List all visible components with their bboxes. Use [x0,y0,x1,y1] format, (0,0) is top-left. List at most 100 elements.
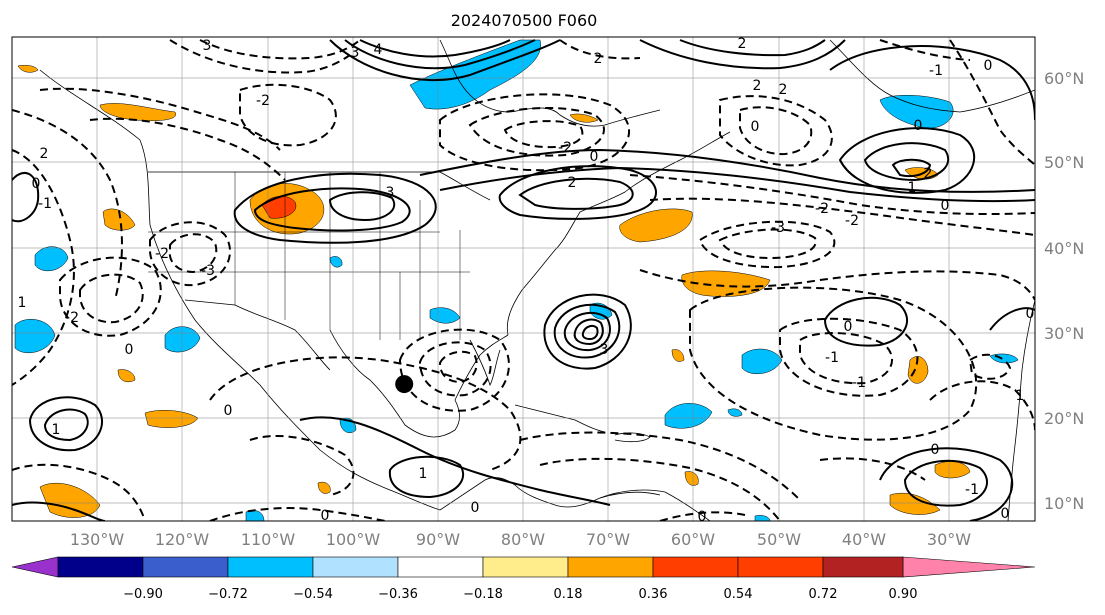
contour-dashed-southeast [819,457,926,481]
shade-orange-small-5 [684,471,699,486]
contour-solid-plains-3 [328,191,395,222]
lon-label: 80°W [501,530,545,549]
contour-solid-atlantic-low-1 [543,293,632,370]
shade-blue-small-4 [727,408,743,417]
coast-east-us [506,131,731,336]
contour-solid-east-atlantic-low-2 [903,459,989,507]
contour-solid-mid-atlantic [823,296,909,347]
contour-label: 0 [32,176,41,192]
coast-central-america [439,477,661,511]
contour-solid-north-atlantic-2 [679,39,826,57]
latitude-labels: 60°N 50°N 40°N 30°N 20°N 10°N [1044,69,1084,513]
contour-solid-greenland-3 [891,158,932,178]
lat-label: 40°N [1044,239,1084,258]
contour-label: 0 [1026,306,1035,322]
contour-dashed-gulf-low-3 [438,350,478,384]
contour-dashed-east-band [949,39,1035,166]
contour-solid-plains-2 [253,187,411,232]
contour-dashed-caribbean [519,431,801,501]
contour-label: -2 [65,310,79,326]
contour-solid-southwest [12,501,106,521]
contour-label: 0 [321,508,330,524]
shade-orange-pacific [102,208,136,231]
contour-dashed-canada-north-2 [169,39,351,74]
colorbar-segment [397,556,484,578]
colorbar-tick-label: 0.36 [639,587,668,602]
negative-contours [12,39,1035,521]
shade-orange-small-4 [317,481,331,494]
contour-label: 3 [203,38,212,54]
contour-label: -1 [852,375,866,391]
contour-label: 1 [1016,388,1025,404]
colorbar-extend-high [902,556,1036,578]
contour-label: -2 [558,140,572,156]
lon-label: 120°W [155,530,210,549]
contour-dashed-east-small [968,353,1012,380]
contour-label: 2 [924,166,933,182]
shaded-areas [14,39,1019,521]
contour-dashed-central-atlantic [639,269,1035,301]
contour-solid-pacific-2 [43,408,89,442]
contour-dashed-alaska-2 [89,117,286,181]
contour-label: 0 [125,342,134,358]
shade-blue-pacific-2 [14,319,56,354]
shade-blue-caribbean [664,403,713,429]
contour-label: 3 [351,45,360,61]
positive-contours [12,39,1035,521]
contour-label: -3 [201,263,215,279]
contour-dashed-gulf-low-2 [418,341,492,397]
contour-dashed-atlantic-band [649,197,1035,236]
storm-center-marker [395,375,414,394]
contour-label: -2 [256,93,270,109]
contour-label: 0 [471,500,480,516]
state-borders [148,172,470,340]
colorbar-segment [737,556,824,578]
colorbar-extend-low [11,556,59,578]
shade-orange-atlantic-south [889,492,941,515]
lat-label: 20°N [1044,409,1084,428]
contour-dashed-west-4 [168,233,218,274]
shade-orange-pacific-south [39,482,101,518]
colorbar-segment [227,556,314,578]
contour-dashed-southwest-2 [12,463,146,521]
shade-blue-pacific-1 [34,246,69,272]
colorbar-segment [312,556,399,578]
contour-label: -1 [825,350,839,366]
colorbar-tick-label: 0.90 [889,587,918,602]
coast-florida [469,339,501,386]
contour-label: -1 [38,196,52,212]
contour-solid-north-atlantic [639,39,846,70]
colorbar-tick-label: −0.72 [208,587,248,602]
shade-orange-small-6 [671,349,685,362]
map-panel: 3 4 3 3 2 -2 2 0 -3 -2 2 2 -2 2 1 0 3 -2… [11,36,1036,524]
contour-solid-atlantic-low-5 [581,324,599,341]
shade-orange-midatlantic [681,270,771,297]
contour-dashed-alaska [39,87,281,151]
contour-label: 0 [844,319,853,335]
shade-blue-greenland [879,94,954,129]
contour-label: 0 [1001,506,1010,522]
contour-label: 2 [753,78,762,94]
colorbar-segment [567,556,654,578]
contour-dashed-atlantic-trough [698,220,836,269]
contour-dashed-atlantic-trough-2 [718,228,817,260]
contour-dashed-west-3 [149,221,231,287]
colorbar-segment [142,556,229,578]
lon-label: 50°W [757,530,801,549]
contour-solid-atlantic-jet [419,148,1035,193]
map-title: 2024070500 F060 [451,11,598,30]
colorbar-tick-label: 0.72 [809,587,838,602]
shade-orange-small-7 [17,64,39,73]
contour-dashed-far-west-2 [12,109,123,301]
contour-solid-atlantic-low-4 [573,318,604,346]
contour-dashed-atlantic-band-2 [629,174,1035,216]
contour-label: 0 [914,118,923,134]
contour-label: 1 [18,295,27,311]
contour-label: 2 [40,146,49,162]
colorbar-tick-label: −0.90 [123,587,163,602]
contour-dashed-west-1 [59,256,162,337]
contour-label: 0 [984,58,993,74]
contour-label: 1 [52,422,61,438]
colorbar-segment [482,556,569,578]
